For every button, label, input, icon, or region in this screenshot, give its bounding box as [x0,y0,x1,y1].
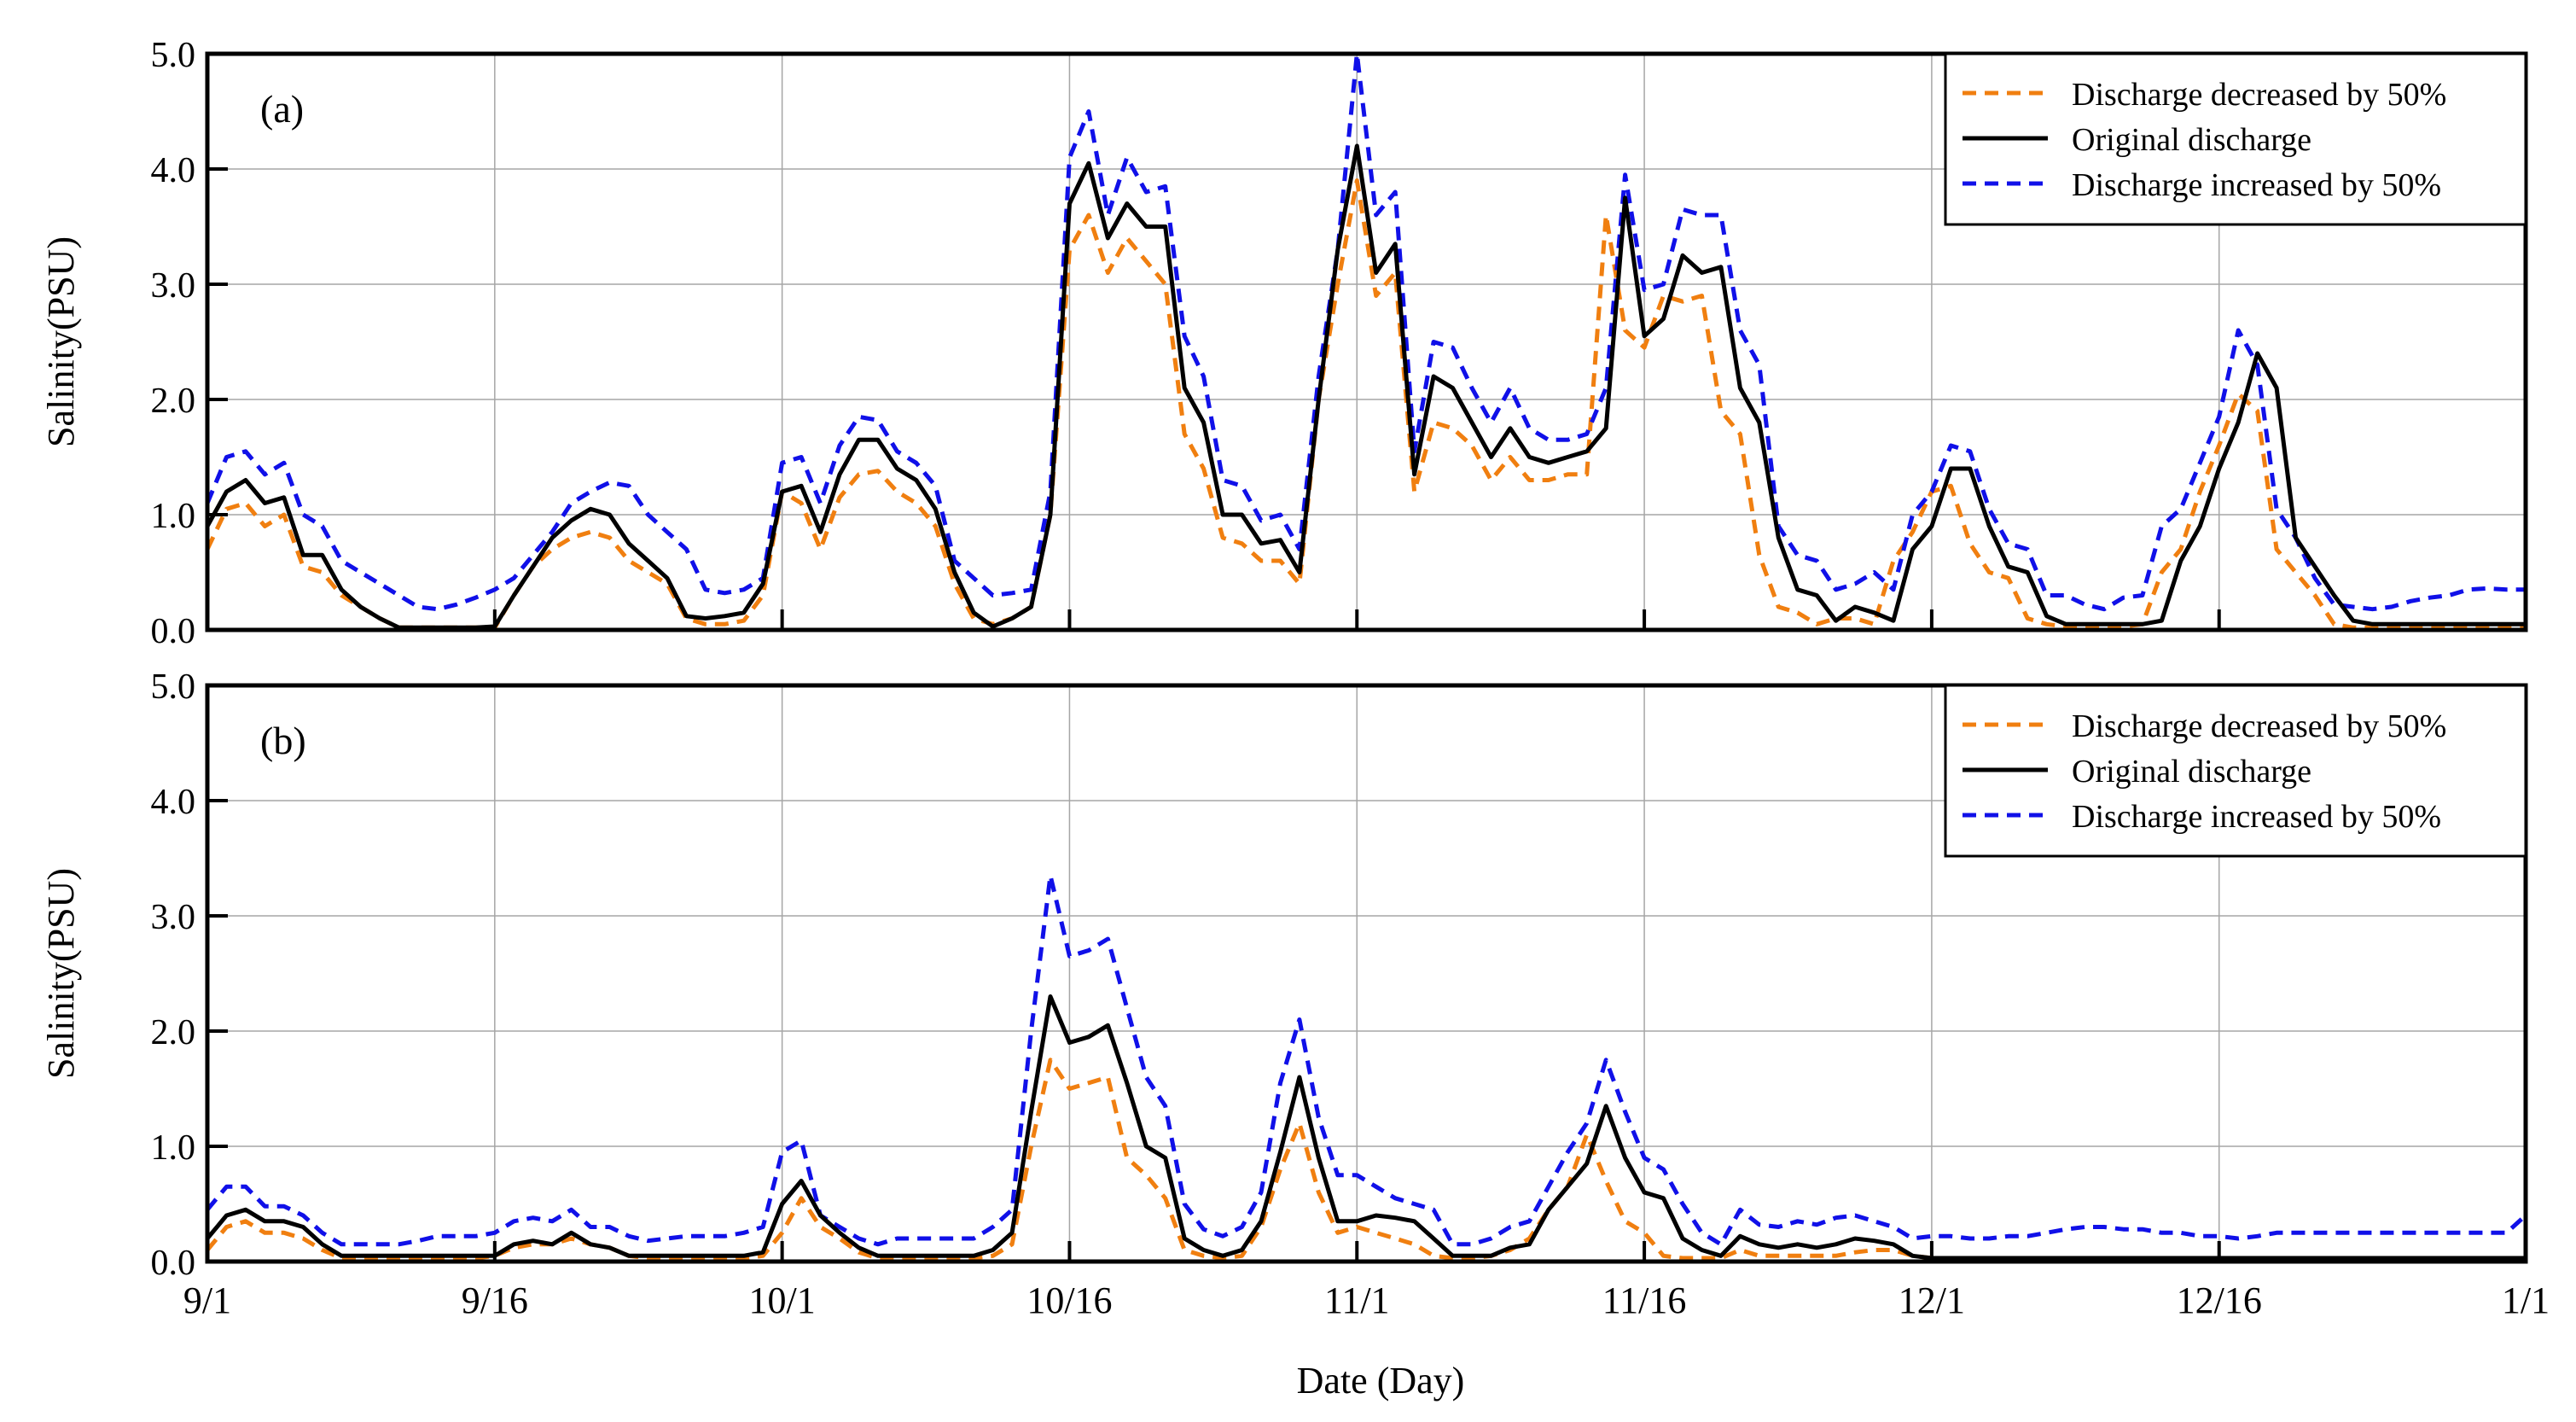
chart-panel-b: 0.0 1.0 2.0 3.0 4.0 5.0 9/1 9/16 10/1 10/16 11/1 11… [40,667,2550,1321]
y-tick-label: 4.0 [151,151,196,190]
plot-frame [205,51,2528,632]
x-axis-title: Date (Day) [1297,1360,1465,1402]
y-axis-title: Salinity(PSU) [40,868,82,1079]
legend: Discharge decreased by 50% Original disch… [1944,52,2527,226]
y-tick-label: 5.0 [151,667,196,707]
series-line-original [205,143,2526,630]
series-line-increased [206,873,2527,1247]
y-tick-label: 3.0 [151,266,196,306]
chart-panel-a: 0.0 1.0 2.0 3.0 4.0 5.0 Salinity(PSU) (a) Discha… [40,36,2528,651]
x-tick-label: 11/16 [1602,1279,1687,1321]
legend-label-decreased: Discharge decreased by 50% [2072,708,2446,744]
x-tick-label: 10/16 [1026,1279,1112,1321]
x-tick-label: 12/1 [1899,1279,1965,1321]
y-axis-title: Salinity(PSU) [40,236,82,447]
y-tick-label: 3.0 [151,898,196,937]
y-tick-label: 2.0 [151,382,196,421]
series-line-increased [205,51,2526,612]
series-group [205,51,2526,630]
legend-label-increased: Discharge increased by 50% [2072,167,2441,203]
x-tick-label: 1/1 [2502,1279,2550,1321]
legend-label-decreased: Discharge decreased by 50% [2072,77,2446,113]
y-tick-label: 1.0 [151,1128,196,1168]
legend-label-increased: Discharge increased by 50% [2072,799,2441,835]
y-tick-label: 0.0 [151,612,196,651]
series-line-original [206,994,2526,1261]
legend-label-original: Original discharge [2072,754,2311,790]
plot-frame [205,683,2528,1264]
y-tick-label: 1.0 [151,497,196,536]
legend: Discharge decreased by 50% Original disch… [1944,684,2527,858]
panel-label: (b) [260,719,306,762]
panel-label: (a) [260,87,304,131]
y-tick-label: 5.0 [151,36,196,75]
y-tick-label: 0.0 [151,1244,196,1283]
y-tick-label: 2.0 [151,1013,196,1052]
panels: 0.0 1.0 2.0 3.0 4.0 5.0 Salinity(PSU) (a) Discha… [40,36,2550,1321]
x-tick-label: 9/1 [183,1279,231,1321]
x-tick-label: 9/16 [462,1279,528,1321]
x-tick-label: 11/1 [1324,1279,1390,1321]
x-tick-label: 12/16 [2177,1279,2262,1321]
y-tick-label: 4.0 [151,783,196,822]
legend-label-original: Original discharge [2072,122,2311,158]
x-tick-label: 10/1 [749,1279,816,1321]
series-group [206,873,2527,1261]
